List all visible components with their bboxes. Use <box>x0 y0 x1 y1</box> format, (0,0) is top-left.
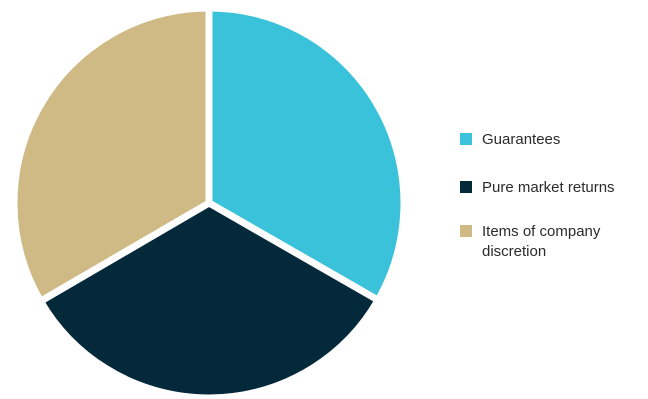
legend-label-pure-market-returns: Pure market returns <box>482 179 615 196</box>
legend-swatch-company-discretion <box>460 225 472 237</box>
legend-item-guarantees: Guarantees <box>460 130 645 150</box>
legend-swatch-pure-market-returns <box>460 181 472 193</box>
legend-label-guarantees: Guarantees <box>482 131 561 148</box>
legend-item-pure-market-returns: Pure market returns <box>460 178 645 198</box>
legend-label-company-discretion: Items of company discretion <box>482 223 601 260</box>
legend-swatch-guarantees <box>460 133 472 145</box>
legend-item-company-discretion: Items of company discretion <box>460 222 645 262</box>
pie-slice-company-discretion <box>10 4 213 305</box>
pie-slice-pure-market-returns <box>37 199 382 399</box>
legend: Guarantees Pure market returns Items of … <box>460 130 645 290</box>
